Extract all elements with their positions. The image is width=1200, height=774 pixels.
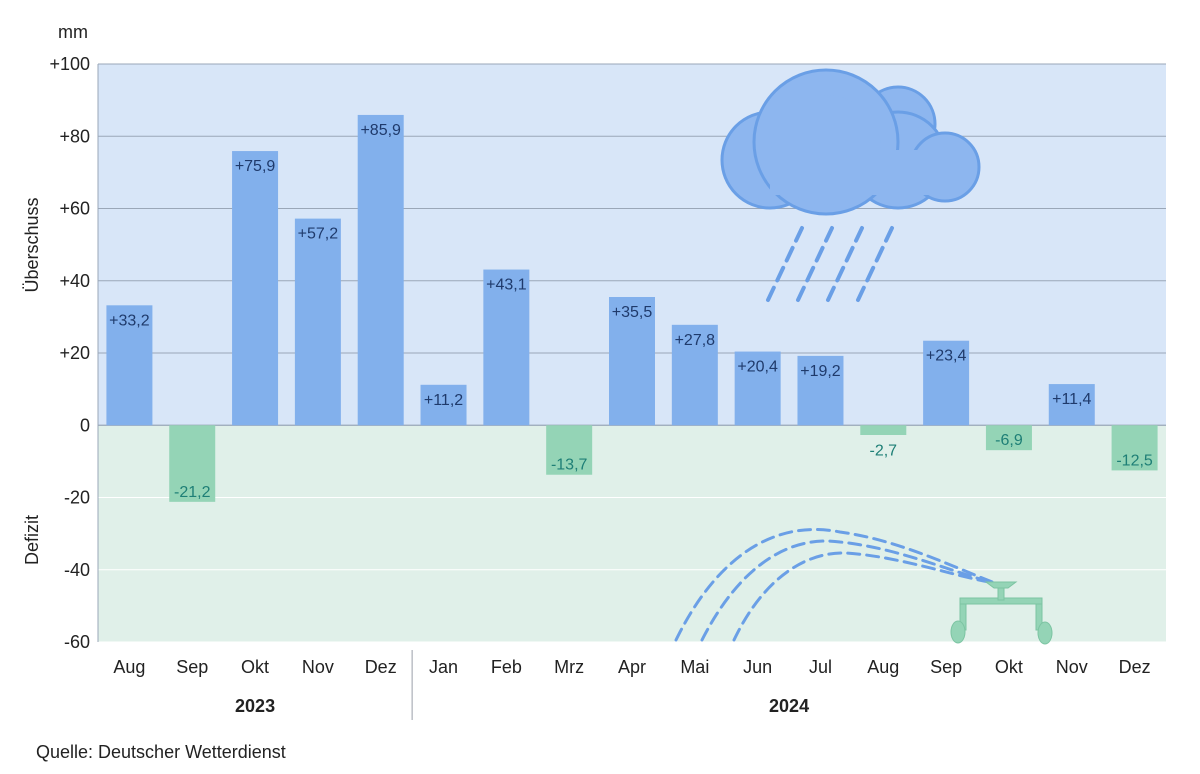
bar-value-label: -13,7	[551, 457, 588, 474]
y-axis-label-surplus: Überschuss	[22, 197, 42, 292]
y-tick-label: +80	[59, 126, 90, 146]
rain-cloud-icon	[720, 68, 981, 302]
bar	[923, 340, 970, 426]
bar	[169, 425, 216, 502]
bar	[420, 384, 467, 426]
bar	[985, 425, 1032, 451]
x-tick-label: Okt	[995, 657, 1023, 677]
x-tick-label: Jun	[743, 657, 772, 677]
deficit-background	[98, 425, 1166, 642]
x-tick-label: Feb	[491, 657, 522, 677]
bar-value-label: +20,4	[737, 359, 778, 376]
x-tick-label: Jan	[429, 657, 458, 677]
x-tick-label: Nov	[1056, 657, 1088, 677]
bar	[357, 114, 404, 426]
x-tick-label: Sep	[930, 657, 962, 677]
source-note: Quelle: Deutscher Wetterdienst	[36, 742, 286, 762]
bar	[483, 269, 530, 426]
bar-value-label: +57,2	[298, 226, 339, 243]
bars	[106, 114, 1158, 502]
y-tick-label: -20	[64, 488, 90, 508]
bar-value-label: +33,2	[109, 312, 150, 329]
bar	[546, 425, 593, 475]
x-axis-categories: Aug Sep Okt Nov Dez Jan Feb Mrz Apr Mai Jun Jul Aug S…	[113, 657, 1150, 677]
x-tick-label: Mrz	[554, 657, 584, 677]
bar-value-label: +27,8	[675, 332, 716, 349]
y-tick-label: +20	[59, 343, 90, 363]
bar-value-label: +75,9	[235, 158, 276, 175]
bar	[106, 305, 153, 426]
bar	[294, 218, 341, 426]
x-tick-label: Apr	[618, 657, 646, 677]
bar-value-label: -21,2	[174, 484, 211, 501]
bar	[797, 355, 844, 426]
x-tick-label: Sep	[176, 657, 208, 677]
year-label: 2024	[769, 696, 809, 716]
bar-value-label: +23,4	[926, 348, 967, 365]
x-tick-label: Aug	[867, 657, 899, 677]
bar-value-label: +11,4	[1052, 391, 1091, 408]
bar-value-label: -2,7	[870, 442, 898, 459]
x-axis-years: 2023 2024	[235, 650, 809, 720]
x-tick-label: Dez	[365, 657, 397, 677]
x-tick-label: Okt	[241, 657, 269, 677]
y-axis-ticks: -60 -40 -20 0 +20 +40 +60 +80 +100	[49, 54, 90, 652]
bar-value-label: +19,2	[800, 363, 841, 380]
x-tick-label: Mai	[680, 657, 709, 677]
year-label: 2023	[235, 696, 275, 716]
bar-value-label: +85,9	[360, 122, 401, 139]
bar-value-label: +35,5	[612, 304, 653, 321]
x-tick-label: Dez	[1119, 657, 1151, 677]
bar	[1048, 384, 1095, 426]
bar	[609, 297, 655, 426]
bar	[232, 151, 279, 426]
y-tick-label: -40	[64, 560, 90, 580]
bar-value-label: +11,2	[424, 392, 463, 409]
y-tick-label: +60	[59, 199, 90, 219]
bar-value-label: -6,9	[995, 432, 1023, 449]
bar-value-label: -12,5	[1116, 452, 1153, 469]
bar-value-label: +43,1	[486, 277, 527, 294]
sprinkler-icon	[674, 528, 1053, 645]
y-tick-label: +100	[49, 54, 90, 74]
x-tick-label: Jul	[809, 657, 832, 677]
bar-value-labels: +33,2 -21,2 +75,9 +57,2 +85,9 +11,2 +43,1 -13,7…	[109, 122, 1153, 501]
bar	[1111, 425, 1158, 471]
x-tick-label: Nov	[302, 657, 334, 677]
y-axis-label-deficit: Defizit	[22, 515, 42, 565]
x-tick-label: Aug	[113, 657, 145, 677]
y-tick-label: +40	[59, 271, 90, 291]
bar	[671, 324, 718, 426]
unit-label: mm	[58, 22, 88, 42]
y-tick-label: -60	[64, 632, 90, 652]
bar	[860, 425, 907, 436]
bar	[734, 351, 781, 426]
y-tick-label: 0	[80, 415, 90, 435]
